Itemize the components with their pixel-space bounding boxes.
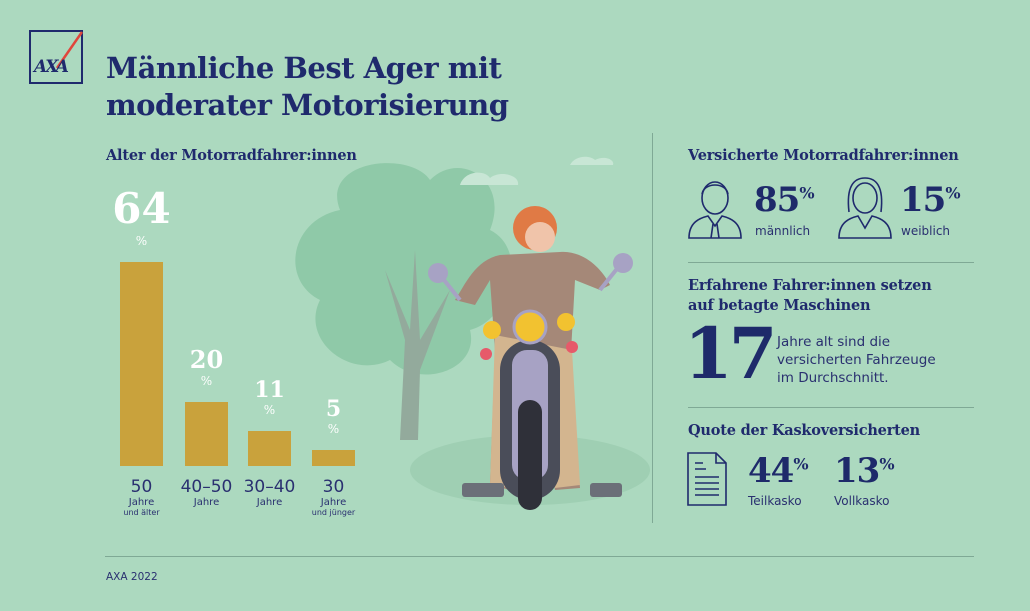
category-label: 30–40 Jahre bbox=[230, 477, 310, 508]
source-label: AXA 2022 bbox=[106, 571, 158, 583]
text-line: Jahre alt sind die bbox=[777, 334, 891, 350]
bar bbox=[248, 430, 291, 466]
insured-heading: Versicherte Motorradfahrer:innen bbox=[688, 147, 959, 164]
heading-line: Erfahrene Fahrer:innen setzen bbox=[688, 277, 932, 294]
woman-icon bbox=[838, 177, 892, 239]
category-label: 50 Jahre und älter bbox=[102, 477, 182, 517]
category-label-part: 50 bbox=[130, 477, 153, 497]
bar-unit: % bbox=[200, 374, 213, 389]
category-label: 40–50 Jahre bbox=[167, 477, 247, 508]
man-icon bbox=[688, 181, 742, 239]
divider bbox=[688, 262, 974, 263]
vehicle-age-value: 17 bbox=[684, 312, 777, 395]
percent-sign: % bbox=[799, 183, 814, 203]
tree-icon bbox=[295, 163, 512, 375]
female-label: weiblich bbox=[901, 224, 951, 238]
category-label-part: Jahre bbox=[256, 497, 283, 508]
male-percent: 85 bbox=[754, 180, 800, 220]
category-label-part: und älter bbox=[123, 508, 160, 517]
bar-value-label: 11 bbox=[254, 376, 285, 403]
category-label: 30 Jahre und jünger bbox=[294, 477, 374, 517]
bar-value-label: 5 bbox=[325, 395, 342, 422]
vollkasko-label: Vollkasko bbox=[834, 494, 890, 508]
bar-value-label: 64 bbox=[112, 183, 171, 233]
category-label-part: 30–40 bbox=[243, 477, 296, 497]
category-label-part: Jahre bbox=[320, 497, 347, 508]
chart-title: Alter der Motorradfahrer:innen bbox=[106, 147, 357, 164]
text-line: im Durchschnitt. bbox=[777, 370, 889, 386]
bar-unit: % bbox=[263, 402, 276, 417]
vehicle-age-text: Jahre alt sind die versicherten Fahrzeug… bbox=[777, 333, 936, 387]
teilkasko-label: Teilkasko bbox=[748, 494, 802, 508]
vollkasko-percent: 13 bbox=[834, 451, 880, 491]
bar-unit: % bbox=[135, 234, 148, 248]
bar-unit: % bbox=[327, 422, 340, 437]
category-label-part: 30 bbox=[322, 477, 345, 497]
cloud-icon bbox=[570, 156, 614, 165]
motorcycle-illustration bbox=[295, 156, 650, 510]
text-line: versicherten Fahrzeuge bbox=[777, 352, 936, 368]
bar bbox=[120, 262, 163, 466]
category-label-part: 40–50 bbox=[180, 477, 233, 497]
percent-sign: % bbox=[945, 183, 960, 203]
vertical-divider bbox=[652, 133, 653, 523]
bar-value-label: 20 bbox=[189, 345, 224, 375]
bar bbox=[185, 402, 228, 466]
female-percent: 15 bbox=[900, 180, 946, 220]
category-label-part: Jahre bbox=[128, 497, 155, 508]
male-label: männlich bbox=[755, 224, 811, 238]
teilkasko-percent: 44 bbox=[748, 451, 794, 491]
vehicle-age-heading: Erfahrene Fahrer:innen setzen auf betagt… bbox=[688, 276, 932, 316]
bar bbox=[312, 450, 355, 466]
percent-sign: % bbox=[879, 454, 894, 474]
heading-line: auf betagte Maschinen bbox=[688, 297, 871, 314]
document-icon bbox=[687, 452, 727, 506]
title-line-1: Männliche Best Ager mit bbox=[106, 51, 502, 85]
cloud-icon bbox=[460, 172, 519, 185]
page-title: Männliche Best Ager mit moderater Motori… bbox=[106, 50, 509, 124]
axa-logo: AXA bbox=[29, 30, 83, 84]
kasko-heading: Quote der Kaskoversicherten bbox=[688, 422, 921, 439]
category-label-part: Jahre bbox=[193, 497, 220, 508]
percent-sign: % bbox=[793, 454, 808, 474]
divider bbox=[688, 407, 974, 408]
title-line-2: moderater Motorisierung bbox=[106, 88, 509, 122]
footer-divider bbox=[105, 556, 974, 557]
category-label-part: und jünger bbox=[311, 508, 356, 517]
